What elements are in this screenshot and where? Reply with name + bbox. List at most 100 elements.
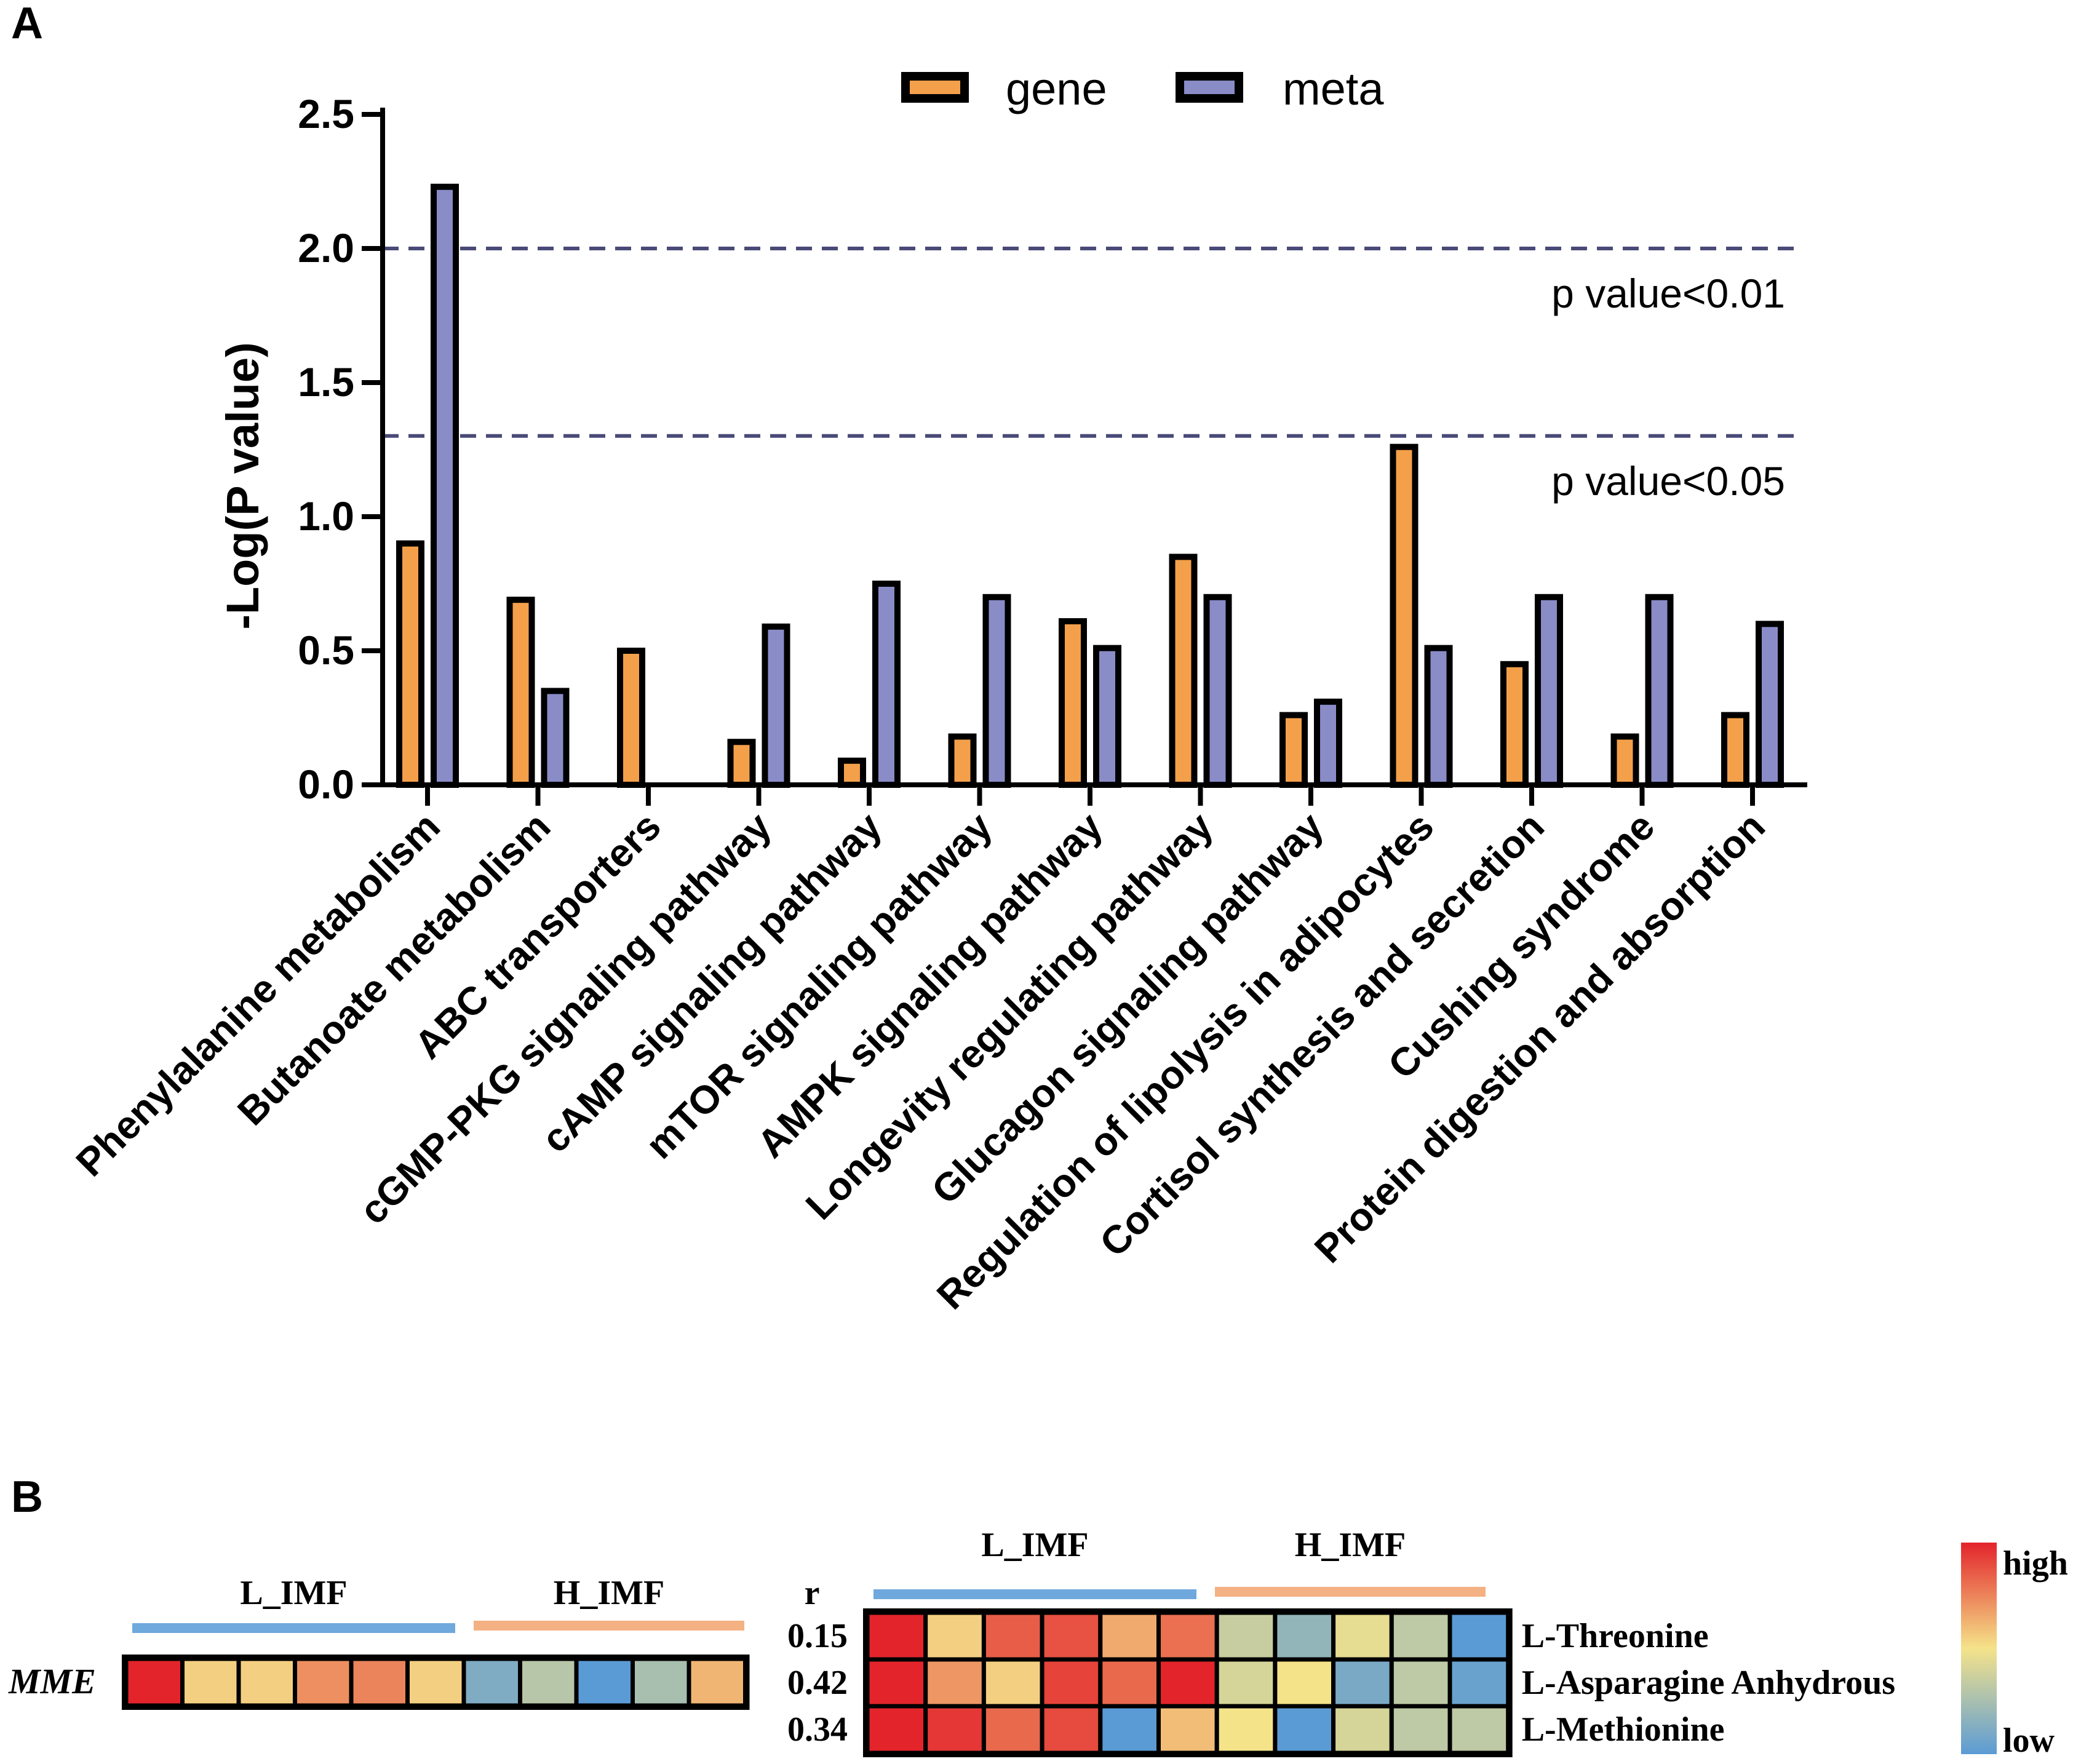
heat-cell bbox=[981, 1704, 1044, 1755]
bar-meta bbox=[762, 623, 790, 788]
heat-cell bbox=[631, 1656, 691, 1708]
x-category-label: Longevity regulating pathway bbox=[797, 804, 1222, 1228]
group-label-L: L_IMF bbox=[981, 1526, 1088, 1564]
heat-cell bbox=[1331, 1704, 1394, 1755]
heat-cell bbox=[1273, 1704, 1336, 1755]
group-label-H: H_IMF bbox=[554, 1574, 664, 1612]
axes bbox=[380, 108, 1807, 787]
heat-cell bbox=[981, 1610, 1044, 1662]
heat-cell bbox=[865, 1610, 928, 1662]
heat-cell bbox=[1214, 1657, 1278, 1709]
metabolite-row-label: L-Threonine bbox=[1522, 1617, 1709, 1655]
legend-swatch-gene bbox=[901, 72, 969, 103]
bar-gene bbox=[948, 733, 977, 789]
bar-meta bbox=[1093, 645, 1121, 789]
threshold-label: p value<0.05 bbox=[1551, 458, 1785, 504]
heat-cell bbox=[923, 1657, 986, 1709]
heat-cell bbox=[1098, 1610, 1161, 1662]
bar-meta bbox=[982, 594, 1011, 788]
panel-b-label: B bbox=[11, 1472, 43, 1522]
heat-cell bbox=[1156, 1704, 1219, 1755]
legend: gene meta bbox=[901, 63, 1384, 114]
bar-gene bbox=[1721, 712, 1749, 789]
heat-cell bbox=[1040, 1704, 1103, 1755]
heat-cell bbox=[1447, 1704, 1511, 1755]
heat-cell bbox=[1389, 1657, 1452, 1709]
bar-meta bbox=[431, 183, 459, 789]
heat-cell bbox=[574, 1656, 635, 1708]
colorbar-high-label: high bbox=[2003, 1544, 2068, 1583]
heat-cell bbox=[1098, 1704, 1161, 1755]
bar-meta bbox=[1203, 594, 1232, 788]
bar-meta bbox=[1756, 621, 1784, 789]
y-axis-ticks: 0.0 0.5 1.0 1.5 2.0 2.5 bbox=[298, 91, 383, 807]
bar-gene bbox=[1169, 554, 1198, 789]
r-value: 0.42 bbox=[787, 1664, 848, 1702]
y-tick-label: 0.0 bbox=[298, 761, 354, 807]
mme-heatmap: MME L_IMF H_IMF bbox=[8, 1574, 750, 1710]
heat-cell bbox=[1214, 1610, 1278, 1662]
bar-gene bbox=[838, 757, 866, 789]
heat-cell bbox=[1156, 1610, 1219, 1662]
colorbar-gradient bbox=[1961, 1543, 1997, 1754]
bar-meta bbox=[1424, 645, 1453, 789]
y-tick-label: 1.0 bbox=[298, 493, 354, 539]
heat-cell bbox=[236, 1656, 297, 1708]
bar-series bbox=[396, 183, 1784, 789]
y-axis-title: -Log(P value) bbox=[217, 342, 268, 629]
legend-label-meta: meta bbox=[1283, 63, 1384, 114]
bar-gene bbox=[1610, 733, 1639, 789]
heat-cell bbox=[865, 1657, 928, 1709]
heat-cell bbox=[1389, 1610, 1452, 1662]
heat-cell bbox=[124, 1656, 185, 1708]
panel-a-label: A bbox=[11, 0, 43, 48]
heat-cell bbox=[1331, 1610, 1394, 1662]
r-value: 0.34 bbox=[787, 1710, 848, 1749]
metabolite-heatmap: L-Threonine 0.15 L-Asparagine Anhydrous 0.4… bbox=[787, 1526, 1895, 1757]
heat-cell bbox=[518, 1656, 579, 1708]
bar-gene bbox=[1059, 618, 1087, 788]
group-label-H: H_IMF bbox=[1295, 1526, 1406, 1564]
bar-gene bbox=[727, 739, 756, 788]
bar-gene bbox=[1390, 443, 1419, 788]
heat-cell bbox=[1214, 1704, 1278, 1755]
x-category-label: Glucagon signaling pathway bbox=[923, 804, 1332, 1213]
metabolite-row-label: L-Methionine bbox=[1522, 1710, 1725, 1749]
legend-swatch-meta bbox=[1176, 72, 1243, 103]
y-tick-label: 2.5 bbox=[298, 91, 354, 137]
heat-cell bbox=[923, 1704, 986, 1755]
y-tick-label: 0.5 bbox=[298, 627, 354, 673]
heat-cell bbox=[1447, 1657, 1511, 1709]
heat-cell bbox=[405, 1656, 466, 1708]
heat-cell bbox=[1331, 1657, 1394, 1709]
r-header: r bbox=[805, 1574, 820, 1612]
legend-label-gene: gene bbox=[1006, 63, 1107, 114]
heat-cell bbox=[1098, 1657, 1161, 1709]
bar-gene bbox=[1500, 661, 1529, 789]
heat-cell bbox=[1040, 1657, 1103, 1709]
bar-meta bbox=[541, 688, 570, 789]
mme-row-label: MME bbox=[8, 1661, 96, 1701]
heat-cell bbox=[981, 1657, 1044, 1709]
heat-cell bbox=[686, 1656, 747, 1708]
r-value: 0.15 bbox=[787, 1617, 848, 1655]
heat-cell bbox=[923, 1610, 986, 1662]
bar-gene bbox=[396, 540, 424, 788]
heat-cell bbox=[349, 1656, 410, 1708]
threshold-label: p value<0.01 bbox=[1551, 271, 1785, 316]
heat-cell bbox=[461, 1656, 522, 1708]
group-label-L: L_IMF bbox=[240, 1574, 347, 1612]
threshold-lines: p value<0.01 p value<0.05 bbox=[383, 247, 1794, 504]
heat-cell bbox=[1389, 1704, 1452, 1755]
metabolite-row-label: L-Asparagine Anhydrous bbox=[1522, 1664, 1895, 1702]
y-tick-label: 1.5 bbox=[298, 359, 354, 405]
bar-meta bbox=[1645, 594, 1674, 788]
heat-cell bbox=[1273, 1610, 1336, 1662]
bar-meta bbox=[872, 581, 901, 788]
heat-cell bbox=[865, 1704, 928, 1755]
bar-meta bbox=[1535, 594, 1563, 788]
colorbar-low-label: low bbox=[2003, 1722, 2055, 1760]
y-tick-label: 2.0 bbox=[298, 225, 354, 271]
